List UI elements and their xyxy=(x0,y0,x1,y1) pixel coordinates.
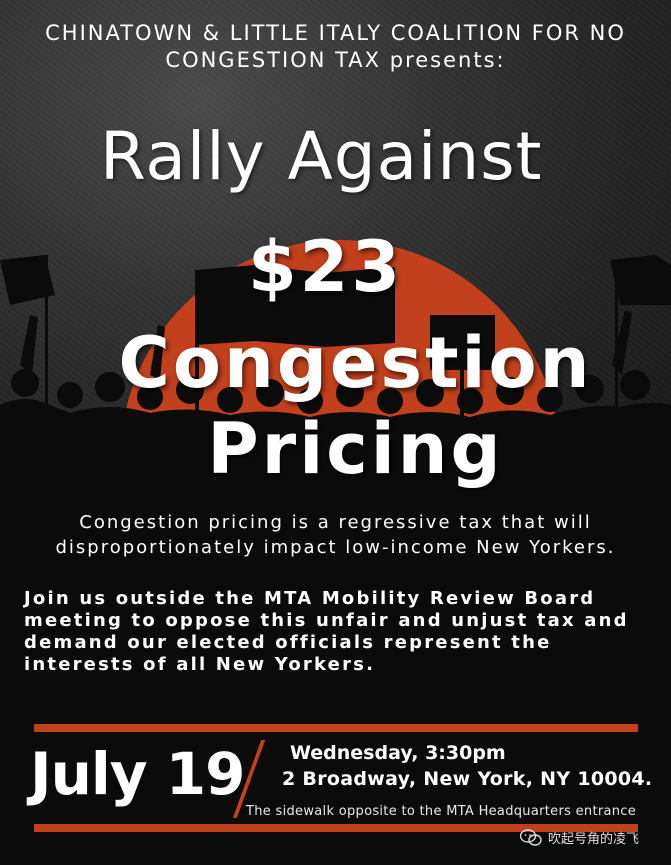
event-date: July 19 xyxy=(30,740,245,808)
hero-background: CHINATOWN & LITTLE ITALY COALITION FOR N… xyxy=(0,0,671,497)
protest-crowd-silhouette xyxy=(0,255,671,497)
watermark-text: 吹起号角的凌飞 xyxy=(548,832,640,847)
title-pricing: Pricing xyxy=(207,408,504,490)
subtitle-text: Congestion pricing is a regressive tax t… xyxy=(55,512,616,558)
accent-band-bottom xyxy=(34,824,638,832)
event-address: 2 Broadway, New York, NY 10004. xyxy=(282,768,653,790)
title-rally-against: Rally Against xyxy=(100,118,543,195)
presenter-line: CHINATOWN & LITTLE ITALY COALITION FOR N… xyxy=(45,21,626,72)
accent-band-top xyxy=(34,724,638,732)
event-day-time: Wednesday, 3:30pm xyxy=(290,742,506,764)
watermark: 吹起号角的凌飞 xyxy=(520,828,639,847)
title-price: $23 xyxy=(247,226,404,308)
event-location-note: The sidewalk opposite to the MTA Headqua… xyxy=(246,804,637,819)
title-congestion: Congestion xyxy=(118,322,593,404)
wechat-icon xyxy=(520,828,542,846)
call-to-action-text: Join us outside the MTA Mobility Review … xyxy=(24,588,629,675)
